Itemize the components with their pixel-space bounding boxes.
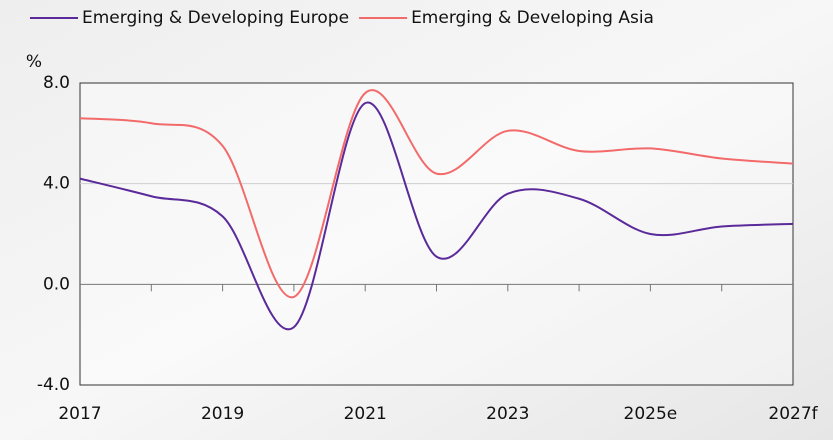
x-tick-label: 2017 bbox=[58, 404, 101, 424]
x-tick-label: 2025e bbox=[624, 404, 678, 424]
y-tick-label: -4.0 bbox=[37, 375, 70, 395]
line-series bbox=[79, 89, 794, 298]
y-tick-label: 0.0 bbox=[43, 274, 70, 294]
legend-label: Emerging & Developing Asia bbox=[411, 8, 654, 28]
y-tick-label: 8.0 bbox=[43, 73, 70, 93]
x-tick-label: 2021 bbox=[344, 404, 387, 424]
x-tick-label: 2027f bbox=[768, 404, 818, 424]
y-axis-label: % bbox=[26, 52, 42, 72]
plot-frame bbox=[79, 82, 794, 386]
line-series bbox=[79, 101, 794, 331]
legend-label: Emerging & Developing Europe bbox=[82, 8, 349, 28]
y-tick-label: 4.0 bbox=[43, 174, 70, 194]
x-tick-label: 2023 bbox=[486, 404, 529, 424]
x-tick-label: 2019 bbox=[201, 404, 244, 424]
